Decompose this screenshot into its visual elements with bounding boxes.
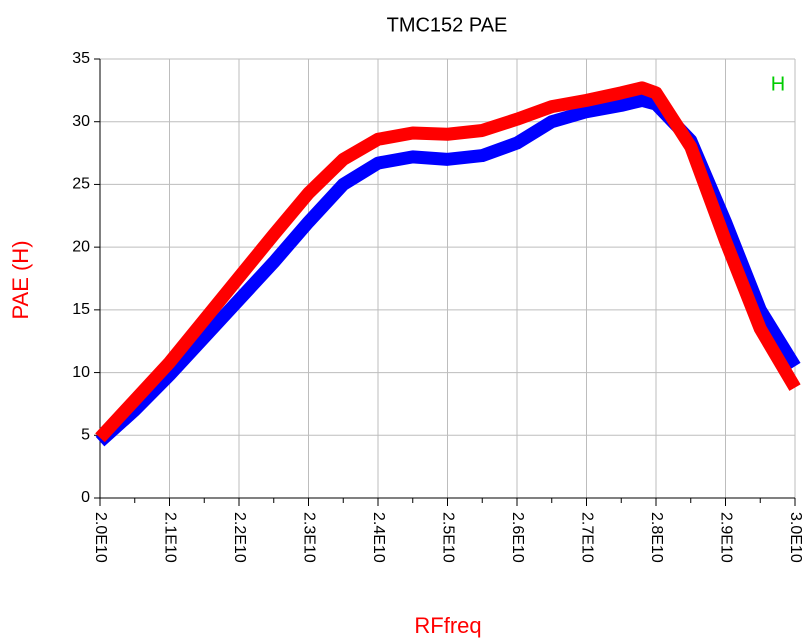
x-axis-label: RFfreq: [414, 613, 481, 638]
y-tick-label: 20: [72, 238, 90, 255]
y-tick-label: 0: [81, 489, 90, 506]
x-tick-label: 2.9E10: [717, 512, 734, 563]
x-tick-label: 2.4E10: [370, 512, 387, 563]
y-tick-label: 15: [72, 301, 90, 318]
x-tick-label: 2.6E10: [509, 512, 526, 563]
x-tick-label: 2.2E10: [231, 512, 248, 563]
y-tick-label: 25: [72, 176, 90, 193]
x-tick-label: 2.5E10: [439, 512, 456, 563]
y-tick-label: 30: [72, 113, 90, 130]
x-tick-label: 2.7E10: [578, 512, 595, 563]
y-axis-label: PAE (H): [8, 240, 33, 319]
annotation: H: [771, 73, 785, 95]
x-tick-label: 2.0E10: [92, 512, 109, 563]
x-tick-label: 3.0E10: [787, 512, 804, 563]
y-tick-label: 35: [72, 50, 90, 67]
x-tick-label: 2.3E10: [300, 512, 317, 563]
y-tick-label: 5: [81, 427, 90, 444]
chart-title: TMC152 PAE: [387, 14, 508, 36]
x-tick-label: 2.1E10: [161, 512, 178, 563]
series-line: [95, 81, 801, 443]
y-tick-label: 10: [72, 364, 90, 381]
x-tick-label: 2.8E10: [648, 512, 665, 563]
